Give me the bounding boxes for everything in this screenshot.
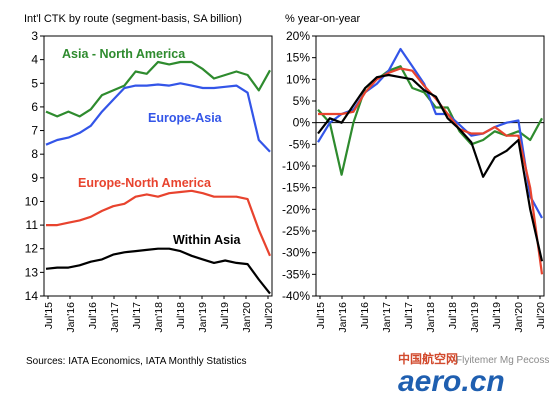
left-y-tick-label: 6 [31,100,38,114]
watermark-cn: 中国航空网 [398,351,458,366]
right-x-tick-label: Jan'17 [381,302,393,333]
left-y-tick-label: 7 [31,124,38,138]
right-y-tick-label: 0% [293,116,311,130]
left-series-europe-asia [45,82,271,153]
left-y-tick-label: 10 [25,194,39,208]
left-y-tick-label: 13 [25,265,39,279]
label-europe-north-america: Europe-North America [78,176,212,190]
left-x-tick-label: Jul'20 [263,302,275,329]
left-y-tick-label: 12 [25,242,39,256]
left-y-tick-label: 9 [31,171,38,185]
right-y-tick-label: 5% [293,94,311,108]
left-series-europe-north-america [46,189,272,257]
right-chart: 20% 15% 10% 5% 0% -5% -10% -15% -20% -25% -30% -35%… [282,29,547,333]
right-x-tick-label: Jan'20 [513,302,525,333]
right-series-asia-north-america [317,65,543,176]
right-y-tick-label: -20% [282,202,310,216]
left-series-asia-north-america [45,60,271,118]
left-series-within-asia [45,247,271,295]
left-x-tick-label: Jul'17 [131,302,143,329]
left-y-tick-label: 4 [31,53,38,67]
source-note: Sources: IATA Economics, IATA Monthly St… [26,356,246,367]
right-y-tick-label: -25% [282,224,310,238]
right-y-tick-label: -10% [282,159,310,173]
watermark-faint-text: Flyitemer Mg Pecoss [456,355,549,366]
left-x-tick-label: Jul'18 [175,302,187,329]
left-x-tick-label: Jul'19 [219,302,231,329]
right-x-tick-label: Jan'18 [425,302,437,333]
left-x-tick-label: Jul'16 [87,302,99,329]
right-y-tick-label: 15% [286,51,310,65]
right-series-within-asia [317,73,544,262]
left-y-tick-label: 3 [31,29,38,43]
right-x-tick-label: Jul'19 [491,302,503,329]
right-chart-title: % year-on-year [285,13,361,25]
right-y-tick-label: -15% [282,181,310,195]
left-x-tick-label: Jan'16 [65,302,77,333]
right-y-tick-label: -35% [282,267,310,281]
left-x-tick-label: Jul'15 [43,302,55,329]
right-plot-frame [315,35,545,297]
left-chart-title: Int'l CTK by route (segment-basis, SA bi… [24,13,242,25]
right-x-tick-label: Jan'16 [337,302,349,333]
label-asia-north-america: Asia - North America [62,47,186,61]
left-y-tick-label: 8 [31,147,38,161]
right-y-tick-label: -5% [289,137,311,151]
left-y-tick-label: 5 [31,76,38,90]
right-x-tick-label: Jul'18 [447,302,459,329]
watermark-en: aero.cn [398,365,505,398]
right-y-tick-label: -40% [282,289,310,303]
left-y-tick-label: 14 [25,289,39,303]
left-x-tick-label: Jan'20 [241,302,253,333]
right-y-tick-label: 20% [286,29,310,43]
right-x-tick-label: Jul'17 [403,302,415,329]
right-y-tick-label: 10% [286,72,310,86]
left-plot-frame [43,35,273,297]
right-x-tick-label: Jul'16 [359,302,371,329]
right-x-tick-label: Jul'15 [315,302,327,329]
right-y-tick-label: -30% [282,246,310,260]
left-x-tick-label: Jan'18 [153,302,165,333]
label-europe-asia: Europe-Asia [148,111,223,125]
left-chart: 3 4 5 6 7 8 9 10 11 12 13 14 Jul'15 Jan'16 Jul'16 Jan'1… [25,29,275,333]
right-x-tick-label: Jan'19 [469,302,481,333]
left-y-tick-label: 11 [26,218,39,232]
left-x-tick-label: Jan'19 [197,302,209,333]
right-x-tick-label: Jul'20 [535,302,547,329]
aero-cn-watermark: 中国航空网 Flyitemer Mg Pecoss aero.cn [398,351,549,398]
label-within-asia: Within Asia [173,233,242,247]
left-x-tick-label: Jan'17 [109,302,121,333]
